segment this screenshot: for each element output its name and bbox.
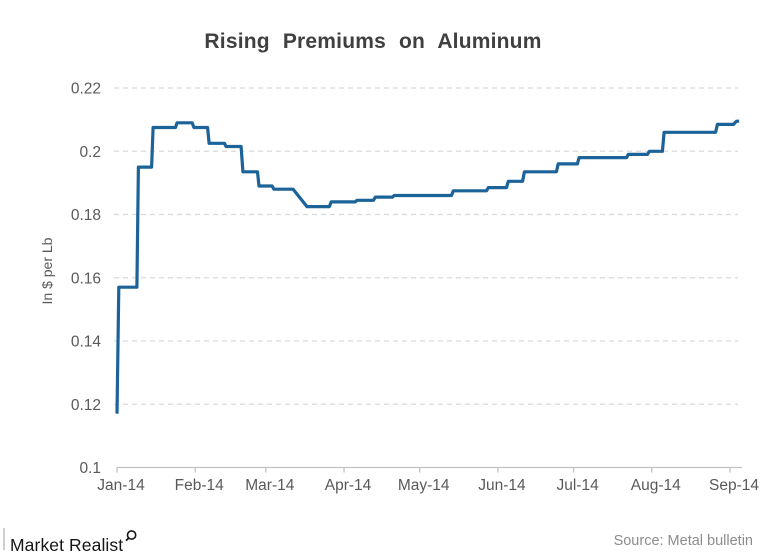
x-tick-label: Mar-14 [245, 477, 294, 494]
brand-text: Market Realist [10, 535, 124, 555]
x-tick-label: Jun-14 [478, 477, 526, 494]
source-text: Source: Metal bulletin [613, 533, 753, 549]
y-tick-label: 0.1 [79, 460, 101, 477]
y-tick-label: 0.14 [71, 334, 102, 351]
x-tick-label: Apr-14 [325, 477, 372, 494]
x-tick-label: May-14 [398, 477, 450, 494]
x-tick-label: Sep-14 [709, 477, 759, 494]
y-tick-label: 0.2 [79, 144, 101, 161]
y-tick-label: 0.12 [71, 397, 101, 414]
x-tick-label: Feb-14 [175, 477, 224, 494]
y-tick-label: 0.18 [71, 207, 101, 224]
market-realist-logo: Market Realist [10, 529, 138, 555]
x-tick-label: Jan-14 [97, 477, 145, 494]
y-tick-label: 0.22 [71, 81, 101, 98]
premium-line [115, 119, 740, 414]
x-tick-label: Jul-14 [556, 477, 599, 494]
magnifier-icon [125, 530, 137, 542]
footer-left-mark [3, 528, 5, 550]
x-tick-label: Aug-14 [631, 477, 681, 494]
chart-title: Rising Premiums on Aluminum [204, 30, 542, 53]
y-tick-label: 0.16 [71, 270, 101, 287]
